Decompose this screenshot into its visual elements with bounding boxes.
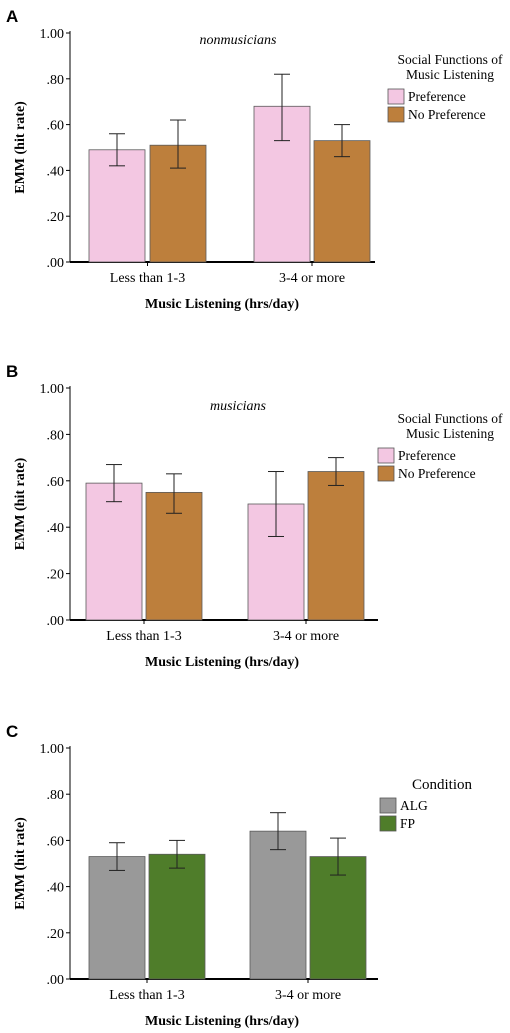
panel-annotation: musicians [210, 399, 267, 414]
y-tick-label: 1.00 [40, 382, 65, 397]
y-tick-label: .60 [47, 834, 65, 849]
x-tick-label: 3-4 or more [275, 988, 341, 1003]
legend-swatch [379, 797, 397, 814]
y-tick-label: 1.00 [40, 27, 65, 42]
legend-title: Music Listening [406, 67, 494, 82]
legend-swatch [387, 88, 405, 105]
y-axis-title: EMM (hit rate) [13, 457, 28, 550]
legend-label: ALG [400, 798, 428, 813]
chart-panel-c: C .00 .20 .40 .60 .80 1.00 EMM (hit rate) Less t… [6, 722, 472, 1029]
x-axis-title: Music Listening (hrs/day) [145, 1014, 299, 1029]
y-tick-label: 1.00 [40, 742, 65, 757]
legend-title: Condition [412, 777, 473, 793]
y-tick-label: .00 [47, 973, 65, 988]
y-tick-label: .80 [47, 428, 65, 443]
y-tick-label: .40 [47, 881, 65, 896]
x-tick-label: Less than 1-3 [110, 271, 185, 286]
y-tick-label: .20 [47, 927, 65, 942]
legend-label: No Preference [398, 466, 476, 481]
y-tick-label: .00 [47, 256, 65, 271]
panel-letter: C [6, 722, 18, 741]
panel-letter: B [6, 362, 18, 381]
x-axis-title: Music Listening (hrs/day) [145, 297, 299, 312]
x-tick-label: Less than 1-3 [106, 629, 181, 644]
legend-title: Social Functions of [398, 411, 503, 426]
legend: Condition ALG FP [379, 777, 473, 832]
bar [313, 140, 371, 263]
y-tick-label: .20 [47, 210, 65, 225]
legend-swatch [377, 465, 395, 482]
x-tick-label: 3-4 or more [273, 629, 339, 644]
bar [307, 471, 365, 621]
legend-title: Social Functions of [398, 52, 503, 67]
legend-label: No Preference [408, 107, 486, 122]
chart-panel-b: B .00 .20 .40 .60 .80 1.00 EMM (hit rate) musici… [6, 362, 503, 670]
chart-panel-a: A .00 .20 .40 .60 .80 1.00 EMM (hit rate) nonmus… [6, 7, 503, 312]
x-tick-label: 3-4 or more [279, 271, 345, 286]
y-tick-label: .80 [47, 73, 65, 88]
legend-label: FP [400, 816, 415, 831]
y-tick-label: .40 [47, 164, 65, 179]
bar [309, 856, 367, 980]
y-tick-label: .60 [47, 119, 65, 134]
legend-label: Preference [398, 448, 456, 463]
y-tick-label: .20 [47, 568, 65, 583]
legend-label: Preference [408, 89, 466, 104]
legend-swatch [387, 106, 405, 123]
bar [88, 149, 146, 263]
y-axis-title: EMM (hit rate) [13, 817, 28, 910]
legend-swatch [377, 447, 395, 464]
bar [88, 856, 146, 980]
panel-letter: A [6, 7, 18, 26]
bar [249, 830, 307, 980]
legend-title: Music Listening [406, 426, 494, 441]
legend-swatch [379, 815, 397, 832]
x-tick-label: Less than 1-3 [109, 988, 184, 1003]
y-tick-label: .80 [47, 788, 65, 803]
x-axis-title: Music Listening (hrs/day) [145, 655, 299, 670]
bar [85, 482, 143, 621]
y-tick-label: .60 [47, 475, 65, 490]
y-tick-label: .00 [47, 614, 65, 629]
panel-annotation: nonmusicians [200, 33, 278, 48]
bar [148, 853, 206, 980]
y-axis-title: EMM (hit rate) [13, 101, 28, 194]
y-tick-label: .40 [47, 521, 65, 536]
